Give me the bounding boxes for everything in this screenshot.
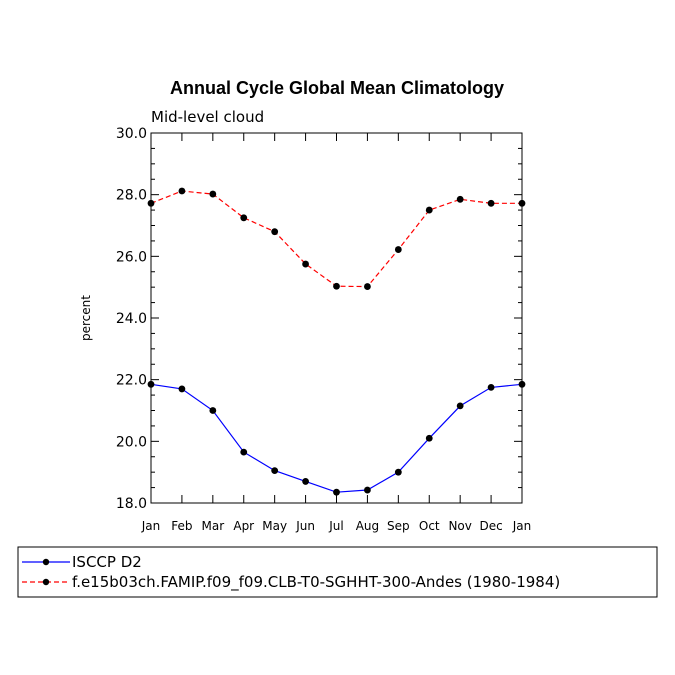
series-0-point: [302, 478, 309, 485]
y-tick-label: 26.0: [116, 249, 147, 265]
y-tick-label: 24.0: [116, 311, 147, 327]
series-1-point: [425, 206, 433, 214]
chart-subtitle: Mid-level cloud: [151, 108, 264, 126]
legend-label-model: f.e15b03ch.FAMIP.f09_f09.CLB-T0-SGHHT-30…: [72, 573, 560, 592]
x-tick-label: Oct: [419, 519, 440, 533]
series-1-point: [209, 190, 217, 198]
series-0-point: [271, 467, 279, 475]
axes: 18.0 20.0 22.0 24.0 26.0 28.0 30.0 Jan Feb Mar Apr…: [116, 126, 531, 533]
x-tick-label: Jan: [512, 519, 532, 533]
x-tick-label: Nov: [448, 519, 471, 533]
legend-entry-isccp: ISCCP D2: [22, 553, 142, 571]
series-0-point: [333, 488, 340, 496]
x-tick-label: Jul: [328, 519, 343, 533]
series-1-point: [394, 246, 402, 253]
series-0-point: [364, 486, 371, 494]
series-0-point: [240, 448, 248, 456]
series-0-point: [147, 380, 155, 388]
chart-title: Annual Cycle Global Mean Climatology: [170, 78, 504, 98]
plot-frame: [150, 132, 523, 504]
series-0-point: [456, 402, 464, 410]
series-1-point: [178, 187, 186, 195]
y-tick-label: 30.0: [116, 126, 147, 142]
series-0-point: [518, 380, 526, 388]
series-1-point: [147, 199, 155, 207]
series-1-point: [333, 282, 340, 290]
series-1-point: [271, 228, 279, 236]
legend-entry-model: f.e15b03ch.FAMIP.f09_f09.CLB-T0-SGHHT-30…: [22, 573, 560, 592]
y-tick-label: 28.0: [116, 188, 147, 204]
series-0-point: [178, 385, 186, 393]
series-1-point: [302, 260, 309, 268]
series-0-point: [425, 434, 433, 442]
y-tick-label: 18.0: [116, 496, 147, 512]
series-1-point: [456, 195, 464, 203]
x-tick-label: Jan: [141, 519, 161, 533]
series-0-point: [394, 468, 402, 476]
series-line-0: [150, 383, 523, 493]
x-tick-label: Apr: [233, 519, 254, 533]
series-0-point: [209, 407, 217, 414]
legend-marker-model: [42, 578, 50, 586]
series-1-point: [518, 199, 526, 207]
y-tick-label: 20.0: [116, 434, 147, 450]
series-1-point: [364, 283, 371, 290]
legend-marker-isccp: [42, 558, 50, 566]
series-layer: [147, 187, 526, 496]
x-tick-label: Jun: [295, 519, 315, 533]
series-0-point: [487, 383, 495, 391]
x-tick-label: Mar: [202, 519, 225, 533]
y-tick-label: 22.0: [116, 373, 147, 389]
x-tick-label: Dec: [479, 519, 502, 533]
x-tick-label: Aug: [356, 519, 379, 533]
y-axis-label: percent: [79, 295, 93, 341]
x-tick-label: Feb: [171, 519, 192, 533]
x-tick-label: Sep: [387, 519, 410, 533]
legend-box: [17, 546, 658, 598]
x-tick-label: May: [262, 519, 287, 533]
series-1-point: [487, 199, 495, 207]
series-line-1: [150, 190, 522, 288]
legend-label-isccp: ISCCP D2: [72, 553, 142, 571]
series-1-point: [240, 214, 248, 222]
